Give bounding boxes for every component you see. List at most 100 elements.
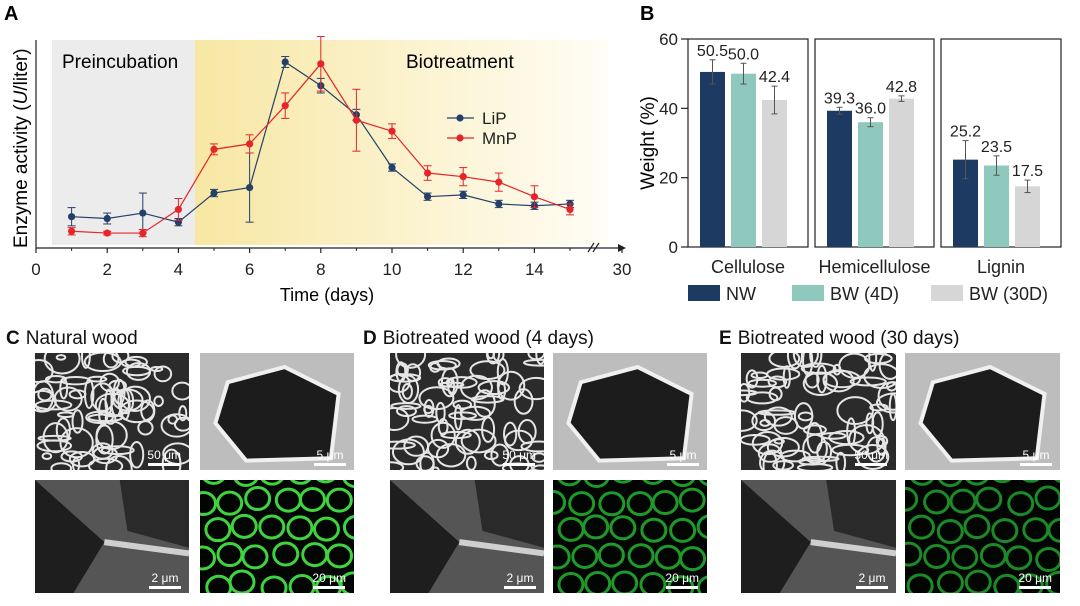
cell-outline	[326, 543, 354, 569]
legend-swatch	[688, 285, 720, 301]
cell-outline	[965, 480, 989, 486]
cell-outline	[90, 382, 116, 412]
cell-outline	[759, 449, 786, 470]
bar-value-label: 42.8	[886, 79, 917, 96]
y-tick-label: 60	[659, 30, 678, 49]
cell-outline	[492, 353, 505, 362]
cell-outline	[325, 487, 353, 513]
micrograph-sem-pore: 5 μm	[553, 353, 707, 470]
cell-outline	[108, 379, 127, 392]
cell-outline	[473, 389, 496, 418]
cell-outline	[584, 571, 612, 593]
cell-outline	[535, 353, 544, 365]
cell-outline	[963, 514, 991, 540]
micrograph-sem-low-mag: 50 μm	[741, 353, 896, 470]
data-point-lip	[281, 58, 289, 66]
cell-outline	[454, 428, 481, 455]
cell-outline	[875, 392, 896, 414]
cell-outline	[153, 395, 164, 407]
cell-outline	[395, 353, 427, 369]
cell-outline	[80, 353, 91, 369]
y-tick-label: 20	[659, 169, 678, 188]
micrograph-image	[905, 353, 1060, 470]
cell-outline	[298, 486, 326, 512]
cell-outline	[122, 365, 151, 377]
cell-outline	[430, 421, 456, 449]
cell-outline	[1035, 547, 1060, 573]
lumen-left	[741, 480, 811, 593]
lumen-left	[35, 480, 105, 593]
cell-outline	[763, 406, 793, 427]
cell-outline	[678, 487, 706, 513]
scale-bar-line	[504, 586, 536, 589]
scale-bar: 50 μm	[854, 448, 888, 466]
scale-bar-line	[855, 463, 888, 466]
legend-label: MnP	[482, 129, 517, 148]
data-point-mnp	[530, 193, 539, 201]
bar-value-label: 25.2	[950, 124, 981, 141]
cell-outline	[339, 571, 354, 593]
cell-outline	[582, 514, 610, 540]
cell-outline	[520, 440, 544, 453]
micrograph-sem-wall-closeup: 2 μm	[390, 480, 544, 593]
cell-outline	[651, 490, 679, 516]
bar-value-label: 23.5	[981, 139, 1012, 156]
x-tick-label: 4	[174, 260, 183, 279]
cell-outline	[759, 419, 771, 427]
cell-outline	[936, 519, 964, 545]
cell-outline	[94, 392, 130, 418]
legend-label: BW (30D)	[969, 284, 1048, 304]
cell-outline	[216, 490, 244, 516]
cell-outline	[68, 451, 96, 468]
cell-outline	[233, 480, 259, 487]
data-point-lip	[388, 163, 396, 172]
scale-bar: 5 μm	[314, 448, 346, 466]
cell-outline	[68, 389, 87, 400]
cell-outline	[204, 517, 232, 543]
scale-bar-label: 5 μm	[669, 448, 697, 462]
scale-bar-label: 5 μm	[1022, 448, 1050, 462]
cell-outline	[483, 450, 499, 461]
cell-outline	[923, 543, 951, 569]
cell-outline	[342, 514, 354, 540]
micrograph-image	[390, 480, 544, 593]
cell-outline	[951, 544, 979, 570]
cell-outline	[816, 364, 828, 394]
cell-outline	[856, 444, 890, 470]
cell-outline	[696, 514, 707, 539]
cell-wall	[458, 539, 544, 557]
cell-outline	[849, 376, 887, 387]
cell-outline	[750, 371, 769, 380]
x-tick-label: 14	[525, 260, 544, 279]
cell-outline	[391, 438, 425, 466]
data-point-mnp	[317, 60, 325, 68]
scale-bar-label: 2 μm	[151, 571, 179, 585]
cell-outline	[50, 462, 73, 470]
cell-outline	[905, 486, 919, 512]
data-point-mnp	[424, 169, 432, 177]
legend-marker	[456, 134, 464, 142]
cell-outline	[1022, 480, 1040, 483]
scale-bar: 20 μm	[312, 571, 346, 589]
scale-bar: 50 μm	[147, 448, 181, 466]
cell-outline	[140, 399, 156, 422]
cell-outline	[822, 370, 862, 389]
scale-bar-label: 50 μm	[502, 448, 536, 462]
legend-label: NW	[726, 284, 756, 304]
data-point-mnp	[352, 116, 360, 124]
cell-outline	[696, 575, 707, 593]
y-tick-label: 0	[669, 238, 678, 257]
cell-outline	[975, 486, 1003, 512]
cell-outline	[286, 515, 314, 541]
lumen-right	[826, 480, 896, 548]
cell-outline	[496, 370, 526, 401]
category-label: Hemicellulose	[818, 257, 930, 277]
preincubation-region	[52, 40, 195, 245]
cell-outline	[396, 405, 417, 418]
panel-b-legend: NW BW (4D) BW (30D)	[688, 284, 1048, 304]
cell-outline	[230, 513, 258, 539]
scale-bar-label: 50 μm	[854, 448, 888, 462]
cell-outline	[83, 353, 122, 373]
micrograph-image	[553, 480, 707, 593]
data-point-lip	[139, 209, 147, 217]
